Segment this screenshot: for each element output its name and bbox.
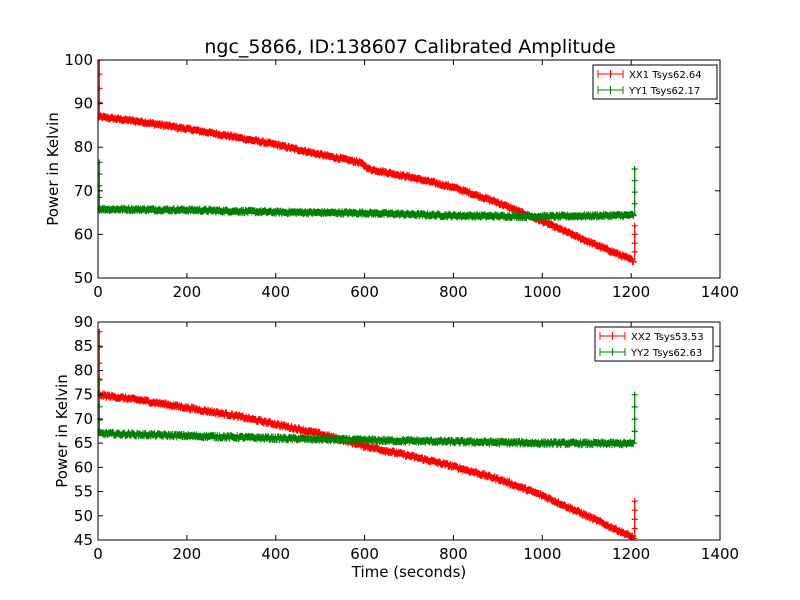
legend-box bbox=[594, 326, 714, 362]
series-xx bbox=[98, 60, 638, 266]
y-tick-label: 45 bbox=[74, 531, 93, 549]
y-tick-label: 75 bbox=[74, 386, 93, 404]
axes-frame bbox=[97, 59, 721, 279]
spike-marker bbox=[98, 377, 103, 384]
spike-marker bbox=[631, 177, 638, 184]
spike-marker bbox=[98, 71, 103, 78]
plot-area bbox=[98, 60, 638, 266]
bottom-panel: 0 200 400 600 800 1000 1200 1400 45 50 55 60 65 70 75 8… bbox=[53, 313, 739, 581]
spike-marker bbox=[631, 248, 638, 255]
spike-marker bbox=[631, 240, 638, 247]
spike-marker bbox=[631, 200, 638, 207]
spike-marker bbox=[98, 194, 103, 201]
series-markers bbox=[98, 112, 637, 266]
y-tick-label: 55 bbox=[74, 483, 93, 501]
x-tick-label: 1400 bbox=[701, 545, 739, 563]
spike-marker bbox=[631, 231, 638, 238]
y-tick-label: 100 bbox=[64, 51, 93, 69]
legend-label: XX2 Tsys53.53 bbox=[631, 332, 704, 343]
y-tick-label: 50 bbox=[74, 269, 93, 287]
y-tick-label: 50 bbox=[74, 507, 93, 525]
y-tick-label: 70 bbox=[74, 410, 93, 428]
y-tick-label: 60 bbox=[74, 225, 93, 243]
x-tick-label: 800 bbox=[439, 545, 468, 563]
x-tick-label: 1200 bbox=[612, 283, 650, 301]
spike-marker bbox=[98, 417, 103, 424]
axes-frame bbox=[97, 321, 721, 541]
legend: XX1 Tsys62.64 YY1 Tsys62.17 bbox=[592, 64, 718, 100]
x-tick-label: 1000 bbox=[523, 545, 561, 563]
legend-box bbox=[592, 64, 718, 100]
y-tick-label: 80 bbox=[74, 361, 93, 379]
spike-marker bbox=[98, 99, 103, 106]
spike-marker bbox=[98, 60, 103, 63]
legend-label: YY2 Tsys62.63 bbox=[630, 348, 702, 359]
x-tick-label: 400 bbox=[261, 545, 290, 563]
y-tick-label: 70 bbox=[74, 182, 93, 200]
y-tick-label: 65 bbox=[74, 434, 93, 452]
series-markers bbox=[98, 428, 637, 449]
legend-marker-end bbox=[597, 70, 624, 78]
series-yy bbox=[98, 159, 638, 222]
spike-marker bbox=[631, 516, 638, 523]
x-tick-label: 600 bbox=[350, 545, 379, 563]
y-tick-label: 90 bbox=[74, 95, 93, 113]
spike-marker bbox=[631, 498, 638, 505]
spike-marker bbox=[98, 159, 103, 166]
y-tick-label: 60 bbox=[74, 458, 93, 476]
spike-marker bbox=[631, 416, 638, 423]
spike-marker bbox=[631, 189, 638, 196]
y-axis-label: Power in Kelvin bbox=[44, 112, 62, 226]
x-tick-label: 1000 bbox=[523, 283, 561, 301]
spike-marker bbox=[631, 166, 638, 172]
series-markers bbox=[98, 204, 637, 222]
series-xx bbox=[98, 328, 638, 540]
y-axis-label: Power in Kelvin bbox=[53, 374, 71, 488]
spike-marker bbox=[98, 182, 103, 189]
spike-marker bbox=[98, 85, 103, 92]
chart-title: ngc_5866, ID:138607 Calibrated Amplitude bbox=[204, 36, 615, 58]
legend-label: YY1 Tsys62.17 bbox=[628, 86, 700, 97]
spike-marker bbox=[98, 360, 103, 367]
spike-marker bbox=[98, 403, 103, 410]
legend-marker-end bbox=[597, 86, 624, 94]
x-tick-label: 200 bbox=[173, 283, 202, 301]
x-tick-label: 400 bbox=[261, 283, 290, 301]
x-tick-label: 0 bbox=[93, 283, 103, 301]
x-tick-label: 200 bbox=[173, 545, 202, 563]
legend-label: XX1 Tsys62.64 bbox=[629, 70, 702, 81]
spike-marker bbox=[631, 391, 638, 398]
spike-marker bbox=[631, 507, 638, 514]
spike-marker bbox=[631, 525, 638, 532]
legend-marker-end bbox=[599, 332, 626, 340]
legend: XX2 Tsys53.53 YY2 Tsys62.63 bbox=[594, 326, 714, 362]
x-tick-label: 1400 bbox=[701, 283, 739, 301]
x-tick-label: 600 bbox=[350, 283, 379, 301]
series-yy bbox=[98, 377, 638, 449]
plot-area bbox=[98, 328, 638, 540]
x-tick-label: 1200 bbox=[612, 545, 650, 563]
legend-marker-end bbox=[599, 348, 626, 356]
spike-marker bbox=[98, 344, 103, 351]
x-tick-label: 800 bbox=[439, 283, 468, 301]
top-panel: 0 200 400 600 800 1000 1200 1400 50 60 70 80 90 100 Po… bbox=[44, 51, 739, 301]
spike-marker bbox=[631, 403, 638, 410]
y-tick-label: 80 bbox=[74, 138, 93, 156]
y-tick-label: 85 bbox=[74, 337, 93, 355]
x-tick-label: 0 bbox=[93, 545, 103, 563]
x-axis-label: Time (seconds) bbox=[351, 563, 467, 581]
spike-marker bbox=[631, 428, 638, 435]
spike-marker bbox=[98, 171, 103, 178]
spike-marker bbox=[631, 222, 638, 229]
spike-marker bbox=[98, 390, 103, 397]
y-tick-label: 90 bbox=[74, 313, 93, 331]
spike-marker bbox=[98, 328, 103, 335]
